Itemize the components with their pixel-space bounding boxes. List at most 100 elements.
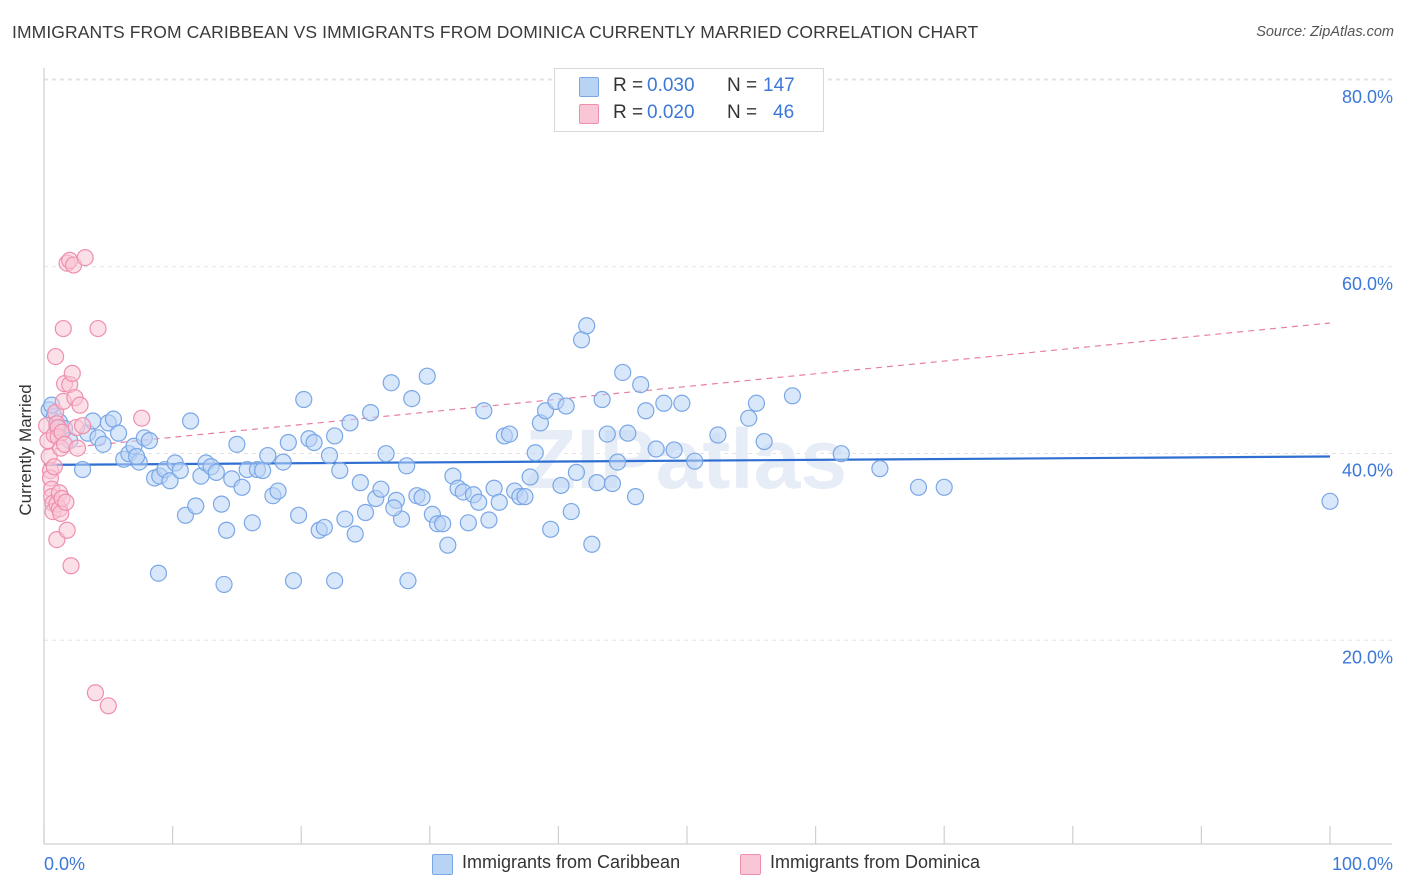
legend-r-label: R = — [613, 75, 644, 96]
point-caribbean — [619, 424, 637, 442]
bottom-legend-swatch-caribbean — [432, 854, 453, 875]
point-dominica — [89, 319, 107, 338]
legend-n-value: 147 — [763, 75, 795, 96]
point-caribbean — [398, 457, 416, 475]
x-tick-label: 0.0% — [44, 854, 85, 874]
point-caribbean — [377, 445, 395, 463]
point-caribbean — [709, 426, 727, 444]
y-tick-label: 40.0% — [1342, 461, 1393, 481]
point-dominica — [99, 697, 117, 715]
point-dominica — [63, 364, 81, 382]
point-caribbean — [284, 572, 303, 590]
point-caribbean — [755, 432, 773, 451]
point-caribbean — [562, 502, 580, 521]
x-tick-label: 100.0% — [1332, 854, 1393, 874]
point-caribbean — [315, 518, 333, 537]
point-caribbean — [647, 440, 665, 458]
point-caribbean — [470, 493, 488, 511]
point-dominica — [68, 439, 87, 457]
legend-swatch-pink — [579, 104, 599, 124]
point-caribbean — [326, 427, 344, 445]
point-caribbean — [279, 433, 297, 452]
legend-r-value: 0.020 — [647, 102, 695, 123]
point-caribbean — [593, 390, 611, 409]
point-dominica — [62, 557, 80, 575]
legend-swatch-blue — [579, 77, 599, 97]
source-credit: Source: ZipAtlas.com — [1256, 24, 1394, 40]
point-caribbean — [127, 447, 146, 466]
point-caribbean — [212, 495, 231, 513]
point-dominica — [45, 458, 63, 476]
point-caribbean — [567, 463, 586, 481]
point-caribbean — [632, 375, 650, 394]
point-dominica — [76, 249, 94, 267]
point-dominica — [86, 684, 105, 702]
point-caribbean — [171, 461, 189, 480]
point-caribbean — [399, 572, 417, 590]
point-caribbean — [346, 525, 364, 543]
point-caribbean — [909, 478, 928, 496]
point-caribbean — [418, 367, 436, 385]
bottom-legend-caribbean: Immigrants from Caribbean — [462, 852, 681, 872]
tick-labels-layer: 20.0% 40.0% 60.0% 80.0% 0.0% 100.0% — [44, 87, 1393, 874]
points-layer — [37, 249, 1339, 715]
point-caribbean — [832, 445, 850, 463]
point-caribbean — [871, 460, 889, 478]
y-axis-label: Currently Married — [16, 384, 35, 516]
point-caribbean — [336, 510, 354, 528]
point-caribbean — [475, 402, 493, 420]
point-dominica — [73, 417, 92, 435]
point-caribbean — [626, 488, 645, 506]
point-caribbean — [673, 394, 691, 412]
point-caribbean — [233, 478, 251, 496]
point-caribbean — [94, 435, 112, 453]
point-caribbean — [326, 572, 344, 590]
point-caribbean — [686, 452, 704, 470]
point-caribbean — [73, 460, 92, 479]
point-caribbean — [269, 482, 287, 500]
point-dominica — [133, 409, 151, 427]
point-caribbean — [598, 425, 616, 443]
point-caribbean — [747, 394, 766, 412]
point-caribbean — [526, 444, 544, 462]
point-caribbean — [552, 476, 570, 495]
point-caribbean — [588, 474, 606, 492]
point-caribbean — [187, 497, 205, 515]
point-caribbean — [254, 461, 272, 480]
point-caribbean — [182, 412, 200, 430]
legend-row-dominica: R = 0.020 N = 46 — [555, 100, 823, 127]
legend-n-value: 46 — [773, 102, 795, 123]
point-caribbean — [740, 409, 758, 427]
legend-row-caribbean: R = 0.030 N = 147 — [555, 73, 823, 100]
point-caribbean — [583, 535, 601, 553]
point-caribbean — [140, 432, 159, 450]
point-caribbean — [385, 499, 403, 517]
point-caribbean — [557, 397, 575, 415]
point-caribbean — [521, 468, 539, 486]
chart-title: IMMIGRANTS FROM CARIBBEAN VS IMMIGRANTS … — [12, 22, 979, 42]
point-caribbean — [542, 520, 560, 538]
point-caribbean — [500, 425, 519, 443]
point-caribbean — [274, 453, 292, 471]
point-caribbean — [434, 515, 452, 533]
point-caribbean — [228, 435, 246, 453]
point-caribbean — [608, 453, 627, 471]
bottom-legend-dominica: Immigrants from Dominica — [770, 852, 981, 872]
point-caribbean — [290, 506, 308, 524]
point-dominica — [58, 521, 76, 539]
point-caribbean — [341, 414, 359, 432]
point-caribbean — [655, 394, 673, 412]
point-caribbean — [665, 441, 683, 459]
point-caribbean — [1321, 492, 1339, 510]
point-caribbean — [207, 463, 225, 481]
point-caribbean — [295, 390, 313, 409]
point-caribbean — [149, 564, 168, 582]
point-dominica — [71, 396, 89, 414]
point-caribbean — [218, 521, 236, 539]
legend-r-value: 0.030 — [647, 75, 695, 96]
point-dominica — [46, 347, 65, 366]
point-caribbean — [403, 390, 421, 408]
point-caribbean — [109, 424, 128, 442]
point-caribbean — [305, 433, 323, 452]
